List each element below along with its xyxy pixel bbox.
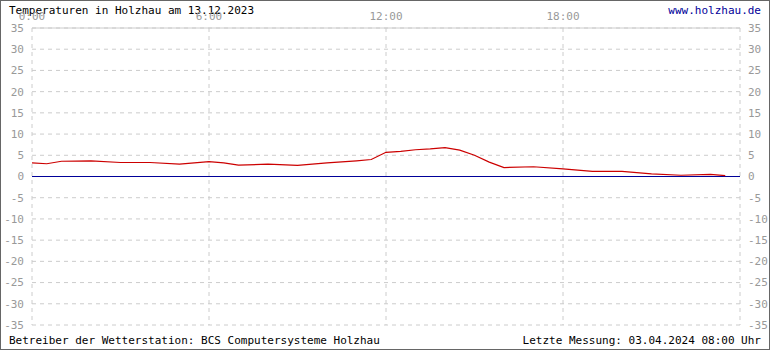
- svg-text:5: 5: [748, 149, 755, 162]
- svg-text:-35: -35: [8, 319, 24, 332]
- svg-text:-10: -10: [8, 213, 24, 226]
- svg-text:20: 20: [748, 86, 761, 99]
- svg-text:0: 0: [748, 170, 755, 183]
- svg-text:-25: -25: [748, 276, 762, 289]
- svg-text:-25: -25: [8, 276, 24, 289]
- svg-text:25: 25: [11, 64, 24, 77]
- svg-text:5: 5: [17, 149, 24, 162]
- svg-text:12:00: 12:00: [369, 10, 402, 23]
- svg-text:35: 35: [11, 22, 24, 35]
- svg-text:10: 10: [11, 128, 24, 141]
- svg-text:-20: -20: [748, 255, 762, 268]
- svg-text:20: 20: [11, 86, 24, 99]
- svg-text:-10: -10: [748, 213, 762, 226]
- svg-text:15: 15: [11, 107, 24, 120]
- svg-text:30: 30: [11, 43, 24, 56]
- svg-text:10: 10: [748, 128, 761, 141]
- svg-text:15: 15: [748, 107, 761, 120]
- svg-text:-35: -35: [748, 319, 762, 332]
- svg-text:30: 30: [748, 43, 761, 56]
- svg-text:-15: -15: [748, 234, 762, 247]
- svg-text:6:00: 6:00: [196, 10, 223, 23]
- svg-text:35: 35: [748, 22, 761, 35]
- svg-text:-30: -30: [8, 298, 24, 311]
- svg-text:-30: -30: [748, 298, 762, 311]
- svg-text:25: 25: [748, 64, 761, 77]
- svg-text:0: 0: [17, 170, 24, 183]
- svg-text:-20: -20: [8, 255, 24, 268]
- svg-text:-5: -5: [748, 192, 761, 205]
- svg-text:-15: -15: [8, 234, 24, 247]
- svg-text:18:00: 18:00: [546, 10, 579, 23]
- svg-text:-5: -5: [11, 192, 24, 205]
